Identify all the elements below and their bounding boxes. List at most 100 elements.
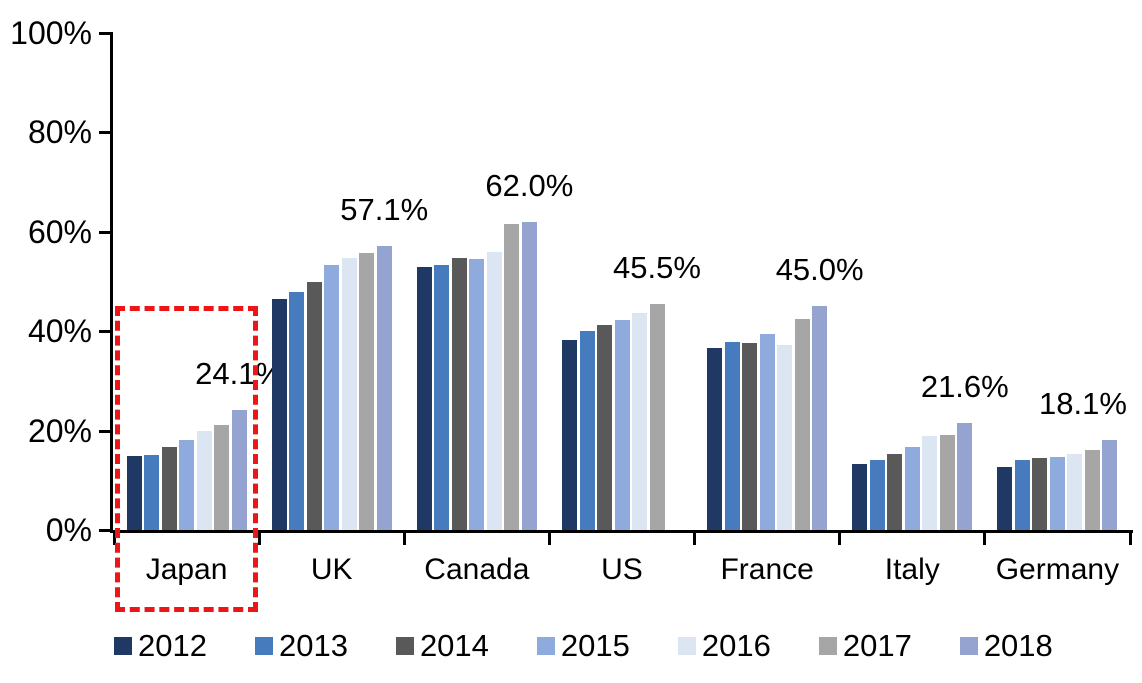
bar-us-2013	[579, 331, 595, 530]
bar-japan-2016	[196, 430, 212, 530]
data-label-france: 45.0%	[775, 252, 864, 288]
y-axis-tick	[99, 32, 113, 35]
legend-label-2018: 2018	[983, 628, 1053, 663]
bar-italy-2016	[922, 435, 938, 530]
bar-germany-2014	[1032, 458, 1048, 530]
legend-item-2014: 2014	[395, 628, 489, 663]
bar-uk-2015	[324, 265, 340, 530]
bar-canada-2018	[521, 221, 537, 530]
legend-label-2013: 2013	[278, 628, 348, 663]
y-axis-line	[110, 33, 113, 533]
bar-uk-2016	[341, 257, 357, 530]
legend-swatch-2018	[959, 637, 978, 655]
x-axis-tick	[838, 530, 842, 545]
y-axis-tick-label: 40%	[27, 313, 92, 350]
bar-canada-2014	[451, 257, 467, 530]
x-axis-tick	[257, 530, 261, 545]
bar-uk-2012	[271, 298, 287, 530]
bar-germany-2018	[1102, 440, 1118, 530]
bar-uk-2018	[376, 246, 392, 530]
y-axis-tick-label: 0%	[45, 512, 92, 548]
bar-italy-2012	[852, 463, 868, 530]
bar-japan-2017	[214, 424, 230, 530]
bar-us-2015	[614, 320, 630, 530]
bar-france-2016	[777, 344, 793, 530]
category-label-canada: Canada	[424, 553, 530, 586]
data-label-japan: 24.1%	[195, 356, 284, 392]
legend-swatch-2012	[114, 637, 132, 655]
legend-label-2016: 2016	[701, 628, 771, 663]
legend-swatch-2017	[818, 637, 837, 655]
bar-italy-2015	[904, 446, 920, 530]
legend-swatch-2013	[254, 637, 273, 655]
bar-uk-2014	[306, 281, 322, 530]
bar-italy-2014	[887, 453, 903, 530]
data-label-canada: 62.0%	[485, 167, 574, 203]
japan-highlight-box	[115, 306, 259, 612]
y-axis-tick	[99, 230, 113, 234]
y-axis-tick-label: 60%	[27, 213, 92, 250]
data-label-us: 45.5%	[613, 249, 701, 285]
bar-canada-2013	[434, 264, 450, 530]
legend-item-2016: 2016	[677, 628, 771, 663]
legend-item-2015: 2015	[536, 628, 630, 663]
category-label-france: France	[720, 553, 814, 586]
data-label-uk: 57.1%	[340, 192, 429, 228]
bar-germany-2013	[1014, 460, 1030, 530]
x-axis-tick	[402, 530, 406, 545]
category-label-italy: Italy	[884, 553, 940, 586]
bar-canada-2016	[486, 251, 502, 530]
y-axis-tick-label: 20%	[27, 412, 92, 449]
bar-japan-2015	[179, 440, 195, 530]
bar-italy-2017	[939, 434, 955, 530]
bar-japan-2012	[126, 455, 142, 530]
y-axis-tick	[99, 131, 113, 135]
legend-swatch-2016	[677, 637, 696, 655]
bar-canada-2012	[416, 267, 432, 530]
bar-france-2017	[794, 319, 810, 530]
x-axis-tick	[693, 530, 697, 545]
legend-label-2015: 2015	[560, 628, 630, 663]
legend: 2012 2013 2014 2015 2016 2017 2018	[114, 630, 1053, 662]
bar-japan-2013	[144, 454, 160, 530]
legend-item-2017: 2017	[818, 628, 912, 663]
x-axis-tick	[983, 530, 987, 545]
legend-item-2012: 2012	[114, 630, 207, 662]
legend-swatch-2015	[536, 637, 555, 655]
bar-germany-2016	[1067, 453, 1083, 530]
category-label-japan: Japan	[145, 553, 228, 586]
bar-france-2013	[724, 342, 740, 530]
y-axis-tick-label: 100%	[10, 15, 92, 51]
category-label-us: US	[601, 553, 643, 586]
x-axis-tick	[547, 530, 551, 545]
category-label-germany: Germany	[995, 553, 1120, 586]
bar-japan-2014	[161, 446, 177, 530]
bar-us-2014	[597, 325, 612, 530]
bar-us-2012	[562, 340, 577, 530]
y-axis-tick	[99, 429, 113, 433]
category-label-uk: UK	[310, 553, 353, 586]
bar-canada-2017	[504, 223, 520, 530]
bar-france-2018	[812, 306, 828, 530]
legend-label-2017: 2017	[842, 628, 912, 663]
bar-france-2015	[759, 334, 775, 530]
x-axis-tick	[1128, 530, 1132, 545]
data-label-italy: 21.6%	[920, 368, 1009, 404]
bar-germany-2017	[1084, 450, 1100, 530]
bar-uk-2013	[289, 291, 305, 530]
legend-label-2014: 2014	[419, 628, 489, 663]
legend-item-2013: 2013	[254, 628, 348, 663]
y-axis-tick	[99, 330, 113, 334]
bar-us-2016	[632, 313, 647, 530]
legend-swatch-2014	[395, 637, 414, 655]
bar-germany-2015	[1049, 456, 1065, 530]
y-axis-tick-label: 80%	[27, 114, 92, 151]
bar-france-2014	[742, 342, 758, 530]
x-axis-line	[110, 530, 1133, 533]
bar-france-2012	[707, 348, 723, 530]
data-label-germany: 18.1%	[1039, 386, 1127, 422]
bar-italy-2018	[957, 422, 973, 530]
legend-label-2012: 2012	[138, 628, 207, 663]
bar-italy-2013	[869, 459, 885, 530]
